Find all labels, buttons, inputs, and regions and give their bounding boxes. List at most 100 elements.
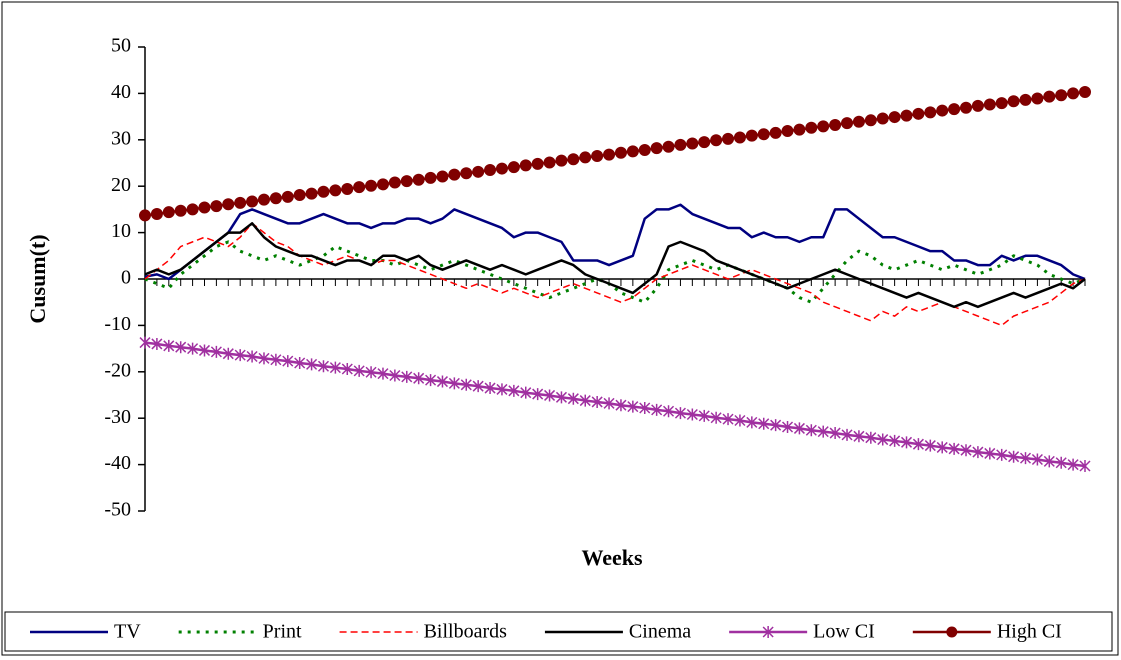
marker	[745, 129, 758, 142]
marker	[996, 448, 1008, 461]
marker	[734, 414, 746, 427]
marker	[971, 99, 984, 112]
marker	[246, 195, 259, 208]
marker	[912, 107, 925, 120]
marker	[162, 206, 175, 219]
marker	[269, 192, 282, 205]
marker	[781, 124, 794, 137]
marker	[555, 154, 568, 167]
marker	[722, 132, 735, 145]
marker	[638, 144, 651, 157]
marker	[852, 115, 865, 128]
marker	[793, 123, 806, 136]
marker	[484, 382, 496, 395]
marker	[484, 163, 497, 176]
marker	[722, 413, 734, 426]
marker	[234, 349, 246, 362]
marker	[865, 431, 877, 444]
y-tick-label: -10	[104, 313, 131, 335]
marker	[603, 397, 615, 410]
marker	[353, 364, 365, 377]
marker	[175, 341, 187, 354]
marker	[151, 337, 163, 350]
marker	[841, 117, 854, 130]
marker	[139, 336, 151, 349]
marker	[948, 442, 960, 455]
marker	[317, 360, 330, 373]
marker	[519, 159, 532, 172]
marker	[841, 428, 853, 441]
marker	[853, 430, 865, 443]
marker	[579, 151, 592, 164]
marker	[627, 400, 639, 413]
y-tick-label: 10	[111, 220, 131, 242]
marker	[603, 148, 616, 161]
y-tick-label: -50	[104, 499, 131, 521]
marker	[305, 187, 318, 200]
marker	[1019, 93, 1032, 106]
marker	[222, 198, 235, 211]
marker	[460, 167, 473, 180]
marker	[984, 447, 996, 460]
marker	[376, 178, 389, 191]
marker	[1031, 92, 1044, 105]
y-axis-label: Cusum(t)	[25, 234, 50, 323]
marker	[793, 422, 805, 435]
marker	[258, 352, 270, 365]
marker	[900, 109, 913, 122]
legend-label: Low CI	[813, 621, 875, 643]
marker	[472, 380, 484, 393]
marker	[591, 395, 603, 408]
marker	[1043, 90, 1056, 103]
marker	[698, 136, 711, 149]
marker	[389, 369, 401, 382]
marker	[1031, 453, 1043, 466]
marker	[198, 344, 211, 357]
marker	[317, 185, 330, 198]
marker	[864, 114, 877, 127]
marker	[163, 339, 175, 352]
y-tick-label: -20	[104, 359, 131, 381]
marker	[1055, 89, 1068, 102]
marker	[924, 439, 936, 452]
marker	[210, 200, 223, 213]
legend-marker	[946, 626, 958, 638]
marker	[544, 389, 556, 402]
y-tick-label: 20	[111, 174, 131, 196]
legend-marker	[762, 626, 774, 638]
marker	[567, 392, 579, 405]
marker	[591, 150, 604, 163]
marker	[829, 427, 841, 440]
series-line	[144, 240, 1086, 304]
x-axis-label: Weeks	[581, 545, 643, 570]
marker	[306, 358, 318, 371]
y-tick-label: -30	[104, 406, 131, 428]
marker	[900, 436, 913, 449]
marker	[757, 128, 770, 141]
marker	[365, 179, 378, 192]
marker	[651, 403, 663, 416]
marker	[282, 355, 294, 368]
marker	[758, 417, 770, 430]
marker	[805, 121, 818, 134]
y-tick-label: 0	[121, 267, 131, 289]
marker	[805, 424, 817, 437]
marker	[139, 209, 151, 222]
marker	[341, 363, 353, 376]
marker	[948, 103, 961, 116]
marker	[246, 350, 258, 363]
marker	[281, 190, 294, 203]
marker	[686, 137, 699, 150]
series-line	[144, 341, 1086, 468]
series-line	[144, 222, 1086, 309]
marker	[412, 173, 425, 186]
marker	[520, 386, 532, 399]
marker	[960, 101, 973, 114]
marker	[733, 131, 746, 144]
marker	[639, 401, 651, 414]
marker	[448, 377, 460, 390]
marker	[817, 425, 829, 438]
marker	[436, 375, 448, 388]
marker	[1019, 452, 1032, 465]
